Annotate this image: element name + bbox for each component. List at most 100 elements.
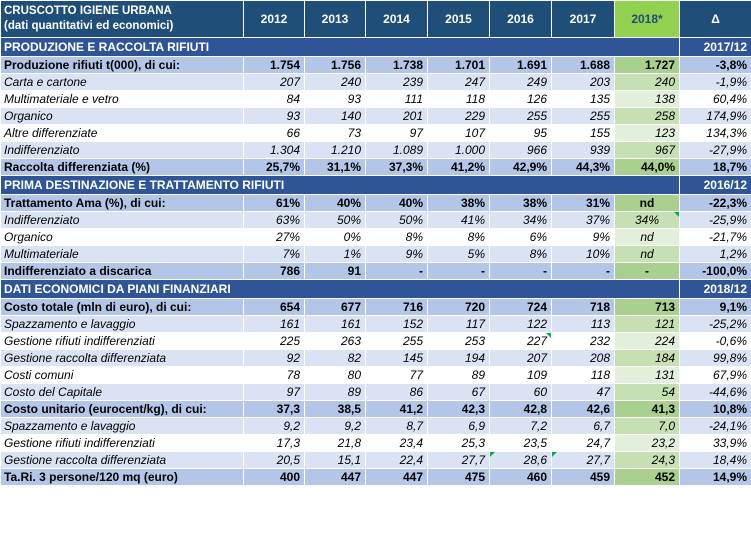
table-row: Multimateriale e vetro 84 93 111 118 126 135 13… <box>0 90 751 108</box>
table-row: Costo del Capitale 97 89 86 67 60 47 54 -44,6% <box>0 383 751 401</box>
value-cell: 15,1 <box>304 451 366 469</box>
section-period: 2017/12 <box>679 37 751 57</box>
value-cell: 447 <box>365 468 428 486</box>
section-header: PRIMA DESTINAZIONE E TRATTAMENTO RIFIUTI… <box>0 175 751 195</box>
value-cell: 1.738 <box>365 56 428 74</box>
table-row: Carta e cartone 207 240 239 247 249 203 240 -1,9… <box>0 73 751 91</box>
value-cell: 60 <box>489 383 552 401</box>
value-cell: 37% <box>551 211 615 229</box>
row-label: Spazzamento e lavaggio <box>0 315 244 333</box>
section-period: 2016/12 <box>679 175 751 195</box>
value-cell: 7,0 <box>614 417 680 435</box>
value-cell: 1.691 <box>489 56 552 74</box>
value-cell: 255 <box>365 332 428 350</box>
table-title: CRUSCOTTO IGIENE URBANA (dati quantitativ… <box>0 0 244 38</box>
value-cell: 258 <box>614 107 680 125</box>
delta-cell: -0,6% <box>679 332 751 350</box>
value-cell: 140 <box>304 107 366 125</box>
delta-cell: 174,9% <box>679 107 751 125</box>
value-cell: 92 <box>243 349 305 367</box>
delta-cell: -21,7% <box>679 228 751 246</box>
value-cell: 207 <box>243 73 305 91</box>
value-cell: 716 <box>365 298 428 316</box>
row-label: Costi comuni <box>0 366 244 384</box>
value-cell: 97 <box>243 383 305 401</box>
value-cell: 23,2 <box>614 434 680 452</box>
value-cell: 1.000 <box>427 141 490 159</box>
value-cell: 161 <box>243 315 305 333</box>
value-cell: 131 <box>614 366 680 384</box>
value-cell: 1.089 <box>365 141 428 159</box>
value-cell: 41,2 <box>365 400 428 418</box>
value-cell: 9% <box>365 245 428 263</box>
row-label: Costo unitario (eurocent/kg), di cui: <box>0 400 244 418</box>
value-cell: 118 <box>551 366 615 384</box>
value-cell: 22,4 <box>365 451 428 469</box>
table-row: Gestione raccolta differenziata 92 82 145 19… <box>0 349 751 367</box>
value-cell: 1.304 <box>243 141 305 159</box>
value-cell: 8,7 <box>365 417 428 435</box>
value-cell: 447 <box>304 468 366 486</box>
row-label: Indifferenziato <box>0 141 244 159</box>
table-row: Organico 93 140 201 229 255 255 258 174,9% <box>0 107 751 125</box>
value-cell: 93 <box>304 90 366 108</box>
delta-cell: -100,0% <box>679 262 751 280</box>
value-cell: 25,7% <box>243 158 305 176</box>
delta-cell: -25,2% <box>679 315 751 333</box>
row-label: Multimateriale e vetro <box>0 90 244 108</box>
value-cell: - <box>614 262 680 280</box>
value-cell: 89 <box>304 383 366 401</box>
delta-cell: -44,6% <box>679 383 751 401</box>
value-cell: 109 <box>489 366 552 384</box>
row-label: Ta.Ri. 3 persone/120 mq (euro) <box>0 468 244 486</box>
delta-cell: 10,8% <box>679 400 751 418</box>
value-cell: 1.688 <box>551 56 615 74</box>
value-cell: 8% <box>427 228 490 246</box>
delta-cell: 99,8% <box>679 349 751 367</box>
value-cell: 135 <box>551 90 615 108</box>
value-cell: 1.754 <box>243 56 305 74</box>
table-row: Ta.Ri. 3 persone/120 mq (euro) 400 447 447 4… <box>0 468 751 486</box>
delta-cell: 14,9% <box>679 468 751 486</box>
year-header: 2017 <box>551 0 615 38</box>
value-cell: 24,7 <box>551 434 615 452</box>
value-cell: 247 <box>427 73 490 91</box>
value-cell: 724 <box>489 298 552 316</box>
value-cell: 152 <box>365 315 428 333</box>
value-cell: 713 <box>614 298 680 316</box>
value-cell: 207 <box>489 349 552 367</box>
value-cell: 27,7 <box>551 451 615 469</box>
table-row: Spazzamento e lavaggio 9,2 9,2 8,7 6,9 7,2 6,7… <box>0 417 751 435</box>
section-period: 2018/12 <box>679 279 751 299</box>
delta-cell: 60,4% <box>679 90 751 108</box>
value-cell: 86 <box>365 383 428 401</box>
value-cell: 84 <box>243 90 305 108</box>
value-cell: 27% <box>243 228 305 246</box>
value-cell: 41% <box>427 211 490 229</box>
year-header: 2015 <box>427 0 490 38</box>
title-line1: CRUSCOTTO IGIENE URBANA <box>4 5 172 17</box>
delta-header: Δ <box>679 0 751 38</box>
value-cell: 240 <box>304 73 366 91</box>
delta-cell: -22,3% <box>679 194 751 212</box>
value-cell: 25,3 <box>427 434 490 452</box>
value-cell: 126 <box>489 90 552 108</box>
table-row: Indifferenziato 63% 50% 50% 41% 34% 37% 34% -25,… <box>0 211 751 229</box>
row-label: Gestione raccolta differenziata <box>0 451 244 469</box>
value-cell: 7,2 <box>489 417 552 435</box>
row-label: Gestione rifiuti indifferenziati <box>0 332 244 350</box>
value-cell: 966 <box>489 141 552 159</box>
value-cell: 452 <box>614 468 680 486</box>
title-line2: (dati quantitativi ed economici) <box>4 20 174 32</box>
value-cell: 1.210 <box>304 141 366 159</box>
delta-cell: -27,9% <box>679 141 751 159</box>
value-cell: 54 <box>614 383 680 401</box>
section-title: PRODUZIONE E RACCOLTA RIFIUTI <box>0 37 680 57</box>
value-cell: 122 <box>489 315 552 333</box>
row-label: Multimateriale <box>0 245 244 263</box>
row-label: Spazzamento e lavaggio <box>0 417 244 435</box>
value-cell: 9,2 <box>243 417 305 435</box>
value-cell: 50% <box>365 211 428 229</box>
row-label: Organico <box>0 107 244 125</box>
value-cell: 37,3 <box>243 400 305 418</box>
